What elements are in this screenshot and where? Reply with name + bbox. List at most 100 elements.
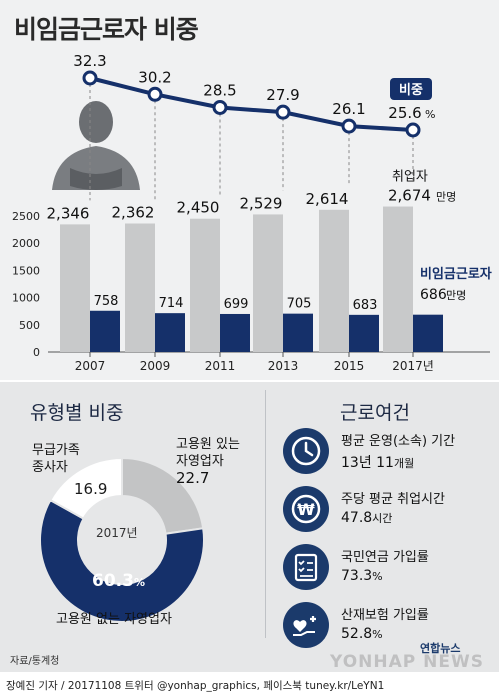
employed-data-label: 2,529: [240, 194, 283, 212]
line-point: [212, 99, 228, 115]
watermark: YONHAP NEWS: [330, 652, 484, 672]
nonwage-data-label: 758: [94, 294, 119, 309]
worker-arms: [70, 168, 122, 190]
x-tick-label: 2007: [75, 359, 106, 373]
bar-employed: [253, 214, 283, 352]
heart-hand-icon: [283, 602, 329, 648]
condition-value-hours-number: 47.8: [341, 510, 373, 526]
nonwage-data-label: 705: [287, 297, 312, 312]
bar-nonwage: [90, 310, 120, 352]
clock-icon: [283, 428, 329, 474]
bar-nonwage: [283, 313, 313, 352]
employed-data-label: 2,346: [47, 204, 90, 222]
condition-label-pension: 국민연금 가입률: [341, 550, 429, 565]
pie-label-with-employee: 고용원 있는 자영업자 22.7: [176, 436, 240, 487]
worker-head: [79, 101, 113, 143]
pie-title: 유형별 비중: [30, 402, 124, 424]
condition-label-period: 평균 운영(소속) 기간: [341, 434, 456, 449]
pie-value-without-employee: 60.3%: [92, 571, 145, 591]
conditions-title: 근로여건: [340, 402, 410, 424]
y-tick-label: 1500: [12, 264, 40, 277]
x-tick-label: 2017년: [392, 359, 434, 373]
condition-value-insurance-unit: %: [372, 628, 383, 641]
pie-label-with-employee-line1: 고용원 있는: [176, 437, 240, 452]
brand-logo: 연합뉴스: [420, 642, 461, 655]
employed-data-label: 2,450: [177, 199, 220, 217]
bar-nonwage: [155, 313, 185, 352]
bar-nonwage: [413, 314, 443, 352]
pie-value-with-employee: 22.7: [176, 469, 210, 487]
nonwage-unit-label: 만명: [446, 289, 466, 302]
employed-unit-label: 만명: [436, 191, 456, 204]
nonwage-data-label: 714: [159, 296, 184, 311]
condition-row-pension: 국민연금 가입률 73.3%: [283, 544, 493, 594]
pie-center-label: 2017년: [96, 526, 138, 540]
y-tick-label: 500: [19, 319, 40, 332]
line-data-label: 26.1: [332, 100, 365, 118]
pie-value-without-employee-number: 60.3: [92, 571, 134, 591]
condition-row-insurance: 산재보험 가입률 52.8%: [283, 602, 493, 652]
pie-value-without-employee-unit: %: [133, 576, 145, 589]
x-tick-label: 2015: [334, 359, 365, 373]
ratio-tag-label: 비중: [399, 83, 423, 98]
condition-value-pension: 73.3%: [341, 568, 383, 584]
line-point: [341, 118, 357, 134]
won-coin-icon: ₩: [283, 486, 329, 532]
pie-center: [79, 497, 165, 583]
condition-value-period-unit: 개월: [393, 457, 415, 470]
condition-value-pension-number: 73.3: [341, 568, 373, 584]
pie-value-family: 16.9: [74, 480, 108, 498]
employed-data-label: 2,614: [306, 190, 349, 208]
line-point: [405, 122, 421, 138]
line-data-label: 27.9: [266, 86, 299, 104]
nonwage-data-label: 683: [353, 298, 378, 313]
pie-label-family: 무급가족 종사자: [32, 442, 80, 476]
line-point: [82, 70, 98, 86]
bar-employed: [190, 218, 220, 352]
ratio-tag-box: [390, 78, 432, 100]
page-title: 비임금근로자 비중: [14, 15, 199, 44]
pie-label-without-employee: 고용원 없는 자영업자: [56, 612, 172, 627]
x-tick-label: 2009: [140, 359, 171, 373]
y-tick-label: 0: [33, 346, 40, 359]
condition-value-hours-unit: 시간: [372, 512, 393, 525]
footer-credit: 장예진 기자 / 20171108 트위터 @yonhap_graphics, …: [6, 680, 385, 692]
footer-bar: [0, 672, 499, 698]
section-divider: [0, 380, 499, 382]
line-data-label: 25.6: [388, 104, 421, 122]
condition-value-period: 13년 11개월: [341, 452, 414, 472]
x-tick-label: 2011: [205, 359, 236, 373]
condition-value-pension-unit: %: [372, 570, 383, 583]
bar-employed: [319, 209, 349, 352]
pie-label-family-line1: 무급가족: [32, 443, 80, 458]
y-tick-label: 2000: [12, 237, 40, 250]
condition-row-period: 평균 운영(소속) 기간 13년 11개월: [283, 428, 493, 478]
pie-label-with-employee-line2: 자영업자: [176, 454, 224, 469]
pie-label-family-line2: 종사자: [32, 460, 68, 475]
bar-employed: [60, 224, 90, 352]
y-tick-label: 1000: [12, 292, 40, 305]
line-point: [147, 86, 163, 102]
nonwage-data-label: 699: [224, 297, 249, 312]
bar-employed: [383, 206, 413, 352]
source-note: 자료/통계청: [10, 656, 60, 667]
line-data-label: 32.3: [73, 52, 106, 70]
pie-slice: [48, 456, 123, 520]
condition-value-hours: 47.8시간: [341, 510, 392, 526]
condition-value-insurance-number: 52.8: [341, 626, 373, 642]
pie-slice: [39, 498, 205, 623]
x-tick-label: 2013: [268, 359, 299, 373]
condition-value-insurance: 52.8%: [341, 626, 383, 642]
condition-label-insurance: 산재보험 가입률: [341, 608, 429, 623]
employed-data-label-last: 2,674: [388, 187, 431, 205]
ratio-legend-tag: 비중: [390, 78, 432, 100]
line-data-label: 28.5: [203, 81, 236, 99]
employed-series-label: 취업자: [392, 170, 428, 185]
svg-text:₩: ₩: [297, 500, 315, 519]
nonwage-data-label-last: 686: [420, 287, 447, 303]
bar-employed: [125, 223, 155, 352]
condition-value-period-number: 13년 11: [341, 455, 394, 471]
checklist-icon: [283, 544, 329, 590]
line-series-ratio: [89, 76, 414, 132]
line-point: [275, 104, 291, 120]
